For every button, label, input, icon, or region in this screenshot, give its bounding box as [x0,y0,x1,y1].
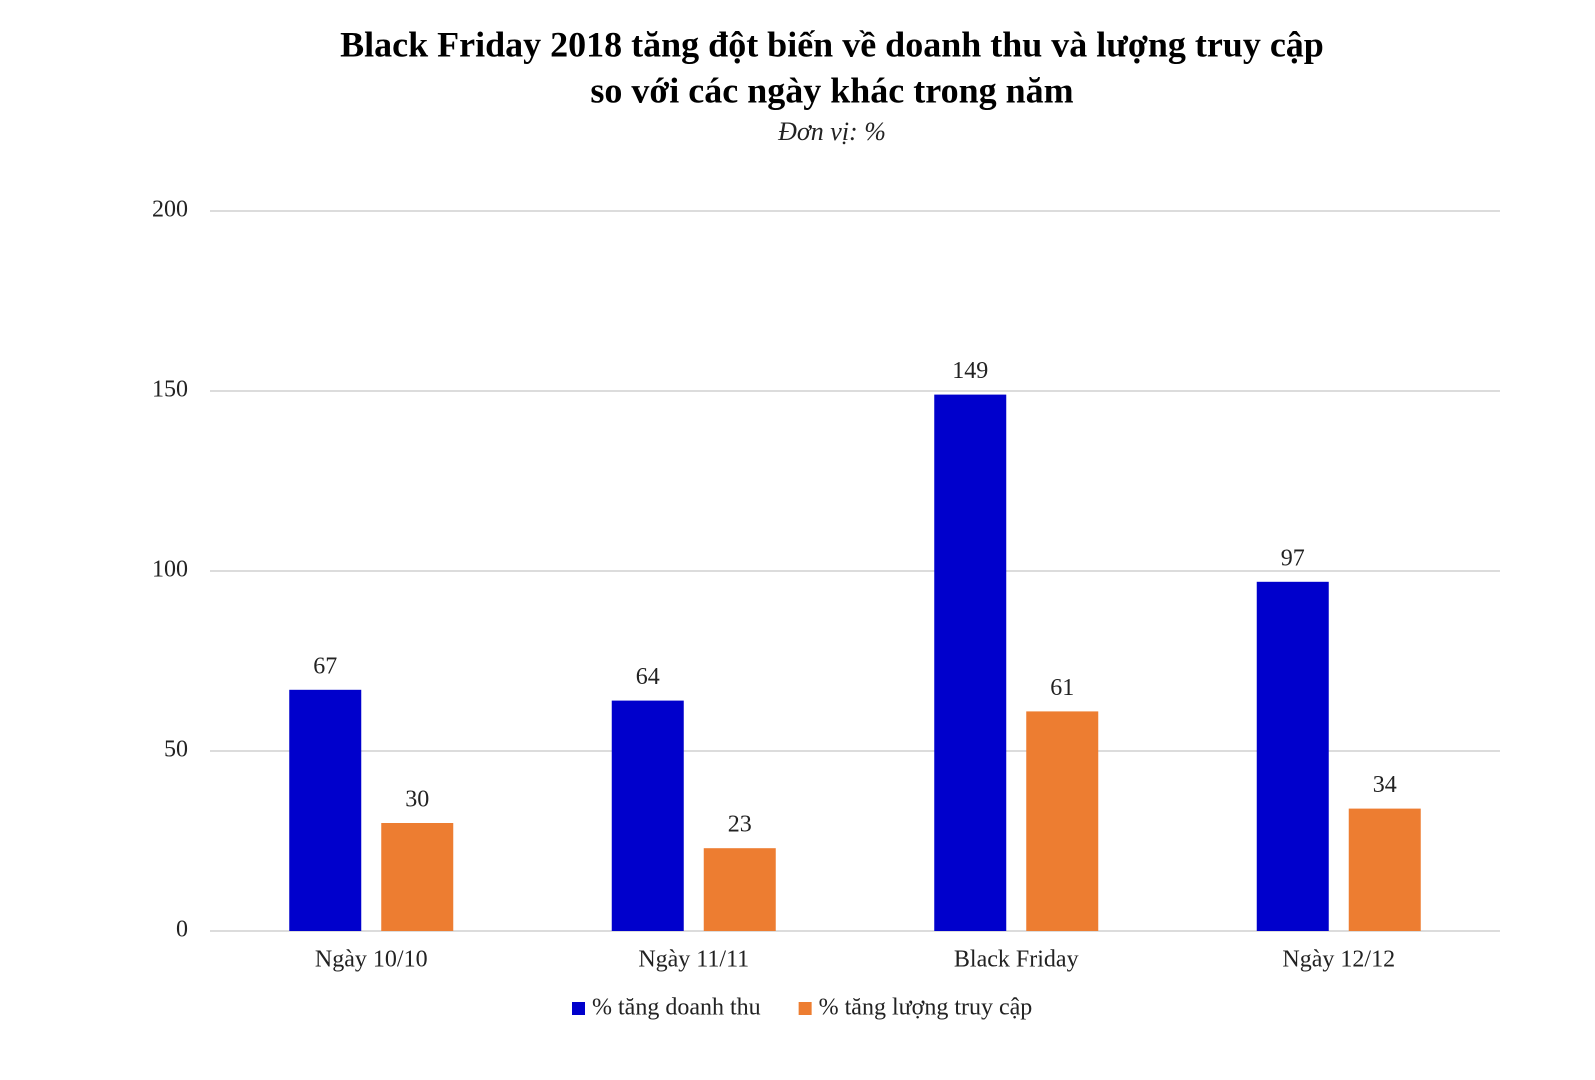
legend-label: % tăng lượng truy cập [819,995,1033,1021]
bar [1256,581,1329,931]
value-label: 149 [952,358,988,384]
value-label: 23 [728,812,752,838]
x-tick-label: Black Friday [954,947,1079,973]
y-tick-label: 50 [164,737,188,763]
value-label: 61 [1050,675,1074,701]
value-label: 97 [1281,545,1305,571]
x-tick-label: Ngày 12/12 [1282,947,1395,973]
chart-title: so với các ngày khác trong năm [590,70,1073,110]
y-tick-label: 0 [176,917,188,943]
value-label: 34 [1373,772,1397,798]
bar [381,823,454,931]
bar [703,848,776,931]
chart-subtitle: Đơn vị: % [777,117,886,146]
chart-title: Black Friday 2018 tăng đột biến về doanh… [340,24,1324,64]
value-label: 30 [405,787,429,813]
legend-swatch [572,1002,585,1015]
bar [611,700,684,931]
value-label: 67 [313,653,337,679]
bar [934,394,1007,932]
bar [289,689,362,931]
bar [1026,711,1099,931]
y-tick-label: 150 [152,377,188,403]
bar [1348,808,1421,931]
y-tick-label: 100 [152,557,188,583]
legend-swatch [798,1002,812,1015]
x-tick-label: Ngày 11/11 [638,947,749,973]
value-label: 64 [636,664,660,690]
x-tick-label: Ngày 10/10 [315,947,428,973]
y-tick-label: 200 [152,197,188,223]
legend-label: % tăng doanh thu [592,995,761,1021]
